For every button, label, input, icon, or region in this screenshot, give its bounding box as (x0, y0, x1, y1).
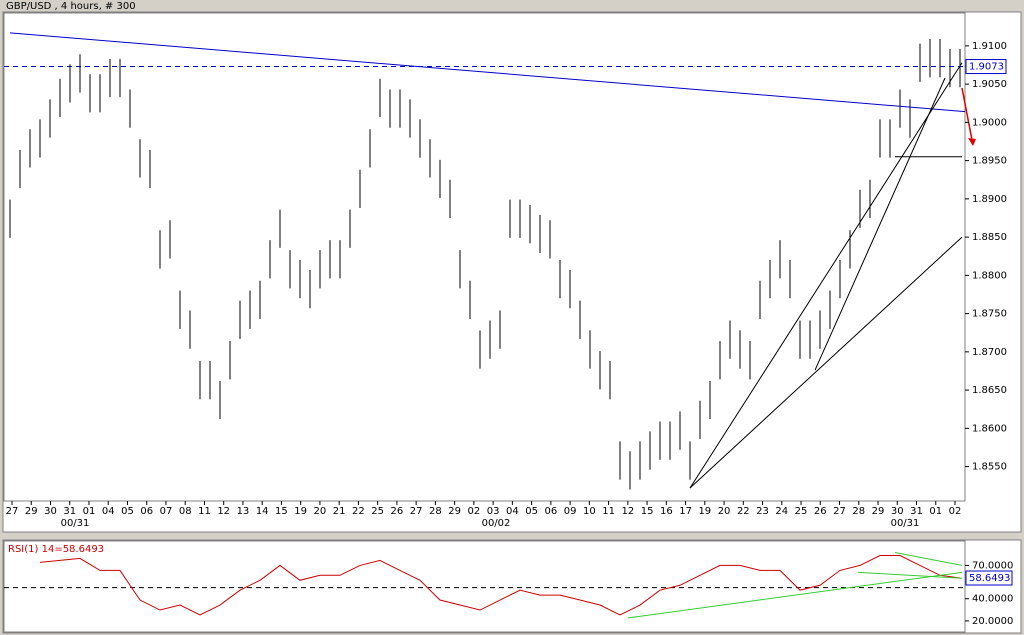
x-tick-label: 07 (160, 506, 173, 517)
x-tick-label: 14 (256, 506, 269, 517)
x-tick-label: 03 (487, 506, 500, 517)
trendline (689, 236, 963, 489)
x-tick-label: 30 (44, 506, 57, 517)
x-tick-label: 17 (679, 506, 692, 517)
y-tick-label: 20.0000 (972, 616, 1013, 627)
x-tick-label: 21 (333, 506, 346, 517)
x-tick-label: 19 (294, 506, 307, 517)
y-tick-label: 1.8700 (972, 347, 1007, 358)
x-tick-label: 02 (468, 506, 481, 517)
rsi-panel (2, 539, 1022, 634)
month-label: 00/02 (482, 518, 511, 529)
x-tick-label: 13 (237, 506, 250, 517)
arrow-head (968, 138, 976, 146)
y-tick-label: 1.9000 (972, 117, 1007, 128)
month-label: 00/31 (61, 518, 90, 529)
trendline (9, 32, 966, 113)
x-tick-label: 04 (506, 506, 519, 517)
x-tick-label: 29 (25, 506, 38, 517)
x-tick-label: 27 (833, 506, 846, 517)
y-tick-label: 1.8750 (972, 309, 1007, 320)
x-tick-label: 02 (949, 506, 962, 517)
y-tick-label: 1.8950 (972, 156, 1007, 167)
x-tick-label: 22 (737, 506, 750, 517)
chart-title: GBP/USD , 4 hours, # 300 (6, 1, 136, 12)
x-tick-label: 22 (352, 506, 365, 517)
plot-area (3, 12, 966, 502)
y-tick-label: 1.9050 (972, 79, 1007, 90)
trendline (689, 62, 963, 489)
x-tick-label: 05 (121, 506, 134, 517)
x-tick-label: 28 (429, 506, 442, 517)
value-box (965, 59, 1007, 75)
value-box (965, 570, 1013, 586)
y-tick-label: 1.8850 (972, 232, 1007, 243)
x-tick-label: 15 (641, 506, 654, 517)
value-label: 1.9073 (969, 62, 1004, 73)
x-tick-label: 11 (198, 506, 211, 517)
rsi-title: RSI(1) 14=58.6493 (8, 544, 104, 555)
x-tick-label: 04 (102, 506, 115, 517)
y-tick-label: 1.8900 (972, 194, 1007, 205)
x-tick-label: 01 (929, 506, 942, 517)
y-tick-label: 1.8600 (972, 423, 1007, 434)
y-tick-label: 1.8800 (972, 270, 1007, 281)
x-tick-label: 20 (718, 506, 731, 517)
x-tick-label: 06 (140, 506, 153, 517)
x-tick-label: 25 (795, 506, 808, 517)
x-tick-label: 27 (410, 506, 423, 517)
x-tick-label: 09 (564, 506, 577, 517)
trendline (894, 552, 963, 566)
x-tick-label: 31 (63, 506, 76, 517)
x-tick-label: 26 (814, 506, 827, 517)
x-tick-label: 16 (660, 506, 673, 517)
y-tick-label: 1.8650 (972, 385, 1007, 396)
x-tick-label: 10 (583, 506, 596, 517)
x-tick-label: 29 (448, 506, 461, 517)
x-tick-label: 19 (698, 506, 711, 517)
main-panel (2, 11, 1022, 533)
month-label: 00/31 (891, 518, 920, 529)
x-tick-label: 24 (775, 506, 788, 517)
x-tick-label: 20 (314, 506, 327, 517)
x-tick-label: 27 (6, 506, 19, 517)
rsi-plot-area (3, 540, 966, 633)
arrow (961, 87, 973, 141)
trendline (814, 77, 946, 371)
x-tick-label: 28 (852, 506, 865, 517)
x-tick-label: 05 (525, 506, 538, 517)
trendline (857, 571, 963, 579)
y-tick-label: 40.0000 (972, 594, 1013, 605)
x-tick-label: 15 (275, 506, 288, 517)
x-tick-label: 08 (179, 506, 192, 517)
x-tick-label: 26 (391, 506, 404, 517)
x-tick-label: 11 (602, 506, 615, 517)
x-tick-label: 23 (756, 506, 769, 517)
x-tick-label: 25 (371, 506, 384, 517)
x-tick-label: 31 (910, 506, 923, 517)
x-tick-label: 01 (83, 506, 96, 517)
x-tick-label: 12 (217, 506, 230, 517)
rsi-line (39, 555, 961, 616)
x-tick-label: 30 (891, 506, 904, 517)
y-tick-label: 1.9100 (972, 41, 1007, 52)
x-tick-label: 06 (544, 506, 557, 517)
trendline (627, 571, 963, 619)
x-tick-label: 29 (872, 506, 885, 517)
y-tick-label: 1.8550 (972, 462, 1007, 473)
y-tick-label: 70.0000 (972, 560, 1013, 571)
value-label: 58.6493 (969, 573, 1010, 584)
x-tick-label: 12 (621, 506, 634, 517)
